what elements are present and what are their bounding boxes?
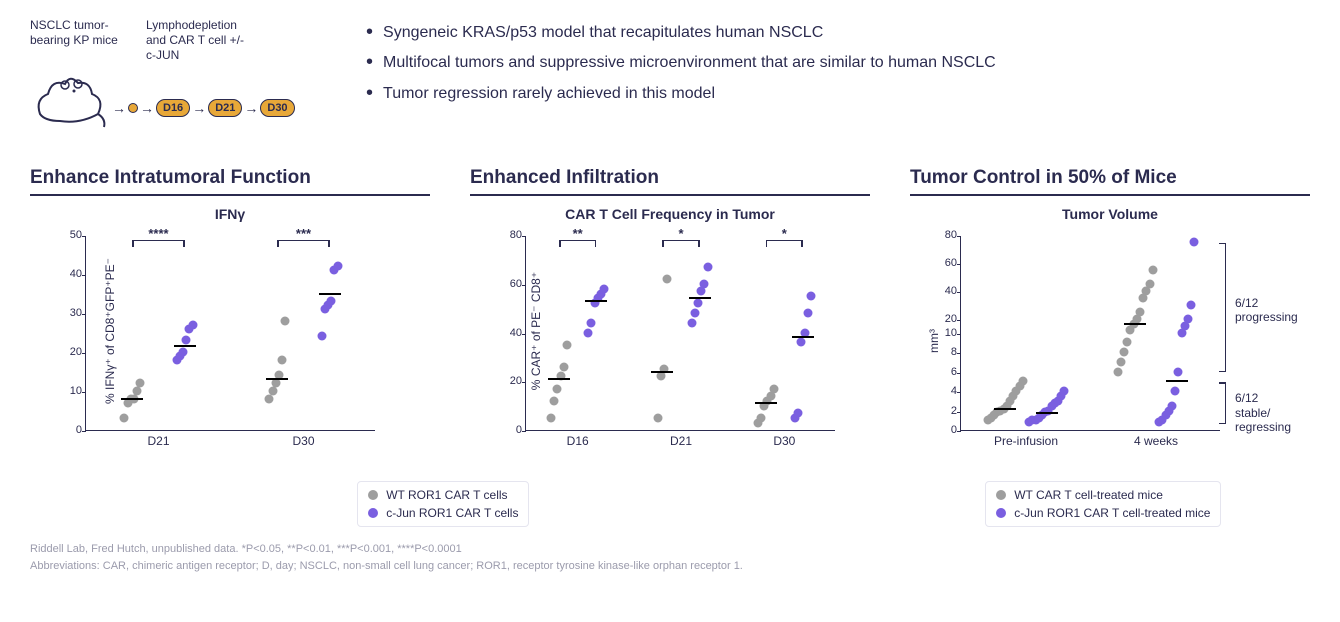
data-point	[1187, 300, 1196, 309]
data-point	[687, 318, 696, 327]
data-point	[278, 355, 287, 364]
data-point	[700, 279, 709, 288]
footnote-line: Abbreviations: CAR, chimeric antigen rec…	[30, 558, 1310, 575]
data-point	[333, 262, 342, 271]
data-point	[584, 328, 593, 337]
schematic: NSCLC tumor-bearing KP mice Lymphodeplet…	[30, 18, 330, 139]
data-point	[281, 316, 290, 325]
data-point	[690, 309, 699, 318]
data-point	[1184, 314, 1193, 323]
legend-label: c-Jun ROR1 CAR T cells	[386, 506, 518, 520]
bullet: Tumor regression rarely achieved in this…	[383, 79, 715, 109]
data-point	[327, 297, 336, 306]
data-point	[797, 338, 806, 347]
panel-title: Enhanced Infiltration	[470, 167, 870, 196]
timeline: → → D16 → D21 → D30	[110, 99, 295, 117]
day-node: D21	[208, 99, 242, 117]
data-point	[1136, 307, 1145, 316]
data-point	[268, 387, 277, 396]
panel-title: Tumor Control in 50% of Mice	[910, 167, 1310, 196]
footnote: Riddell Lab, Fred Hutch, unpublished dat…	[30, 541, 1310, 574]
data-point	[1060, 387, 1069, 396]
data-point	[1148, 265, 1157, 274]
data-point	[1120, 348, 1129, 357]
legend-label: WT CAR T cell-treated mice	[1014, 488, 1163, 502]
data-point	[769, 384, 778, 393]
data-point	[1145, 279, 1154, 288]
panel-title: Enhance Intratumoral Function	[30, 167, 430, 196]
data-point	[794, 408, 803, 417]
data-point	[756, 413, 765, 422]
chart-title: Tumor Volume	[910, 206, 1310, 222]
bullet-list: •Syngeneic KRAS/p53 model that recapitul…	[366, 18, 1310, 109]
data-point	[317, 332, 326, 341]
data-point	[1018, 377, 1027, 386]
data-point	[553, 384, 562, 393]
data-point	[179, 348, 188, 357]
data-point	[653, 413, 662, 422]
data-point	[1123, 338, 1132, 347]
data-point	[1113, 367, 1122, 376]
data-point	[182, 336, 191, 345]
data-point	[1171, 387, 1180, 396]
data-point	[547, 413, 556, 422]
legend-label: WT ROR1 CAR T cells	[386, 488, 507, 502]
data-point	[1174, 367, 1183, 376]
bullet: Syngeneic KRAS/p53 model that recapitula…	[383, 18, 823, 48]
header-row: NSCLC tumor-bearing KP mice Lymphodeplet…	[30, 18, 1310, 139]
data-point	[550, 396, 559, 405]
data-point	[1190, 237, 1199, 246]
day-node: D30	[260, 99, 294, 117]
data-point	[120, 414, 129, 423]
chart-title: IFNγ	[30, 206, 430, 222]
data-point	[265, 394, 274, 403]
legend-mice: WT CAR T cell-treated mice c-Jun ROR1 CA…	[985, 481, 1221, 527]
data-point	[803, 309, 812, 318]
legend-series: WT ROR1 CAR T cells c-Jun ROR1 CAR T cel…	[357, 481, 529, 527]
data-point	[663, 274, 672, 283]
day-node: D16	[156, 99, 190, 117]
bullet: Multifocal tumors and suppressive microe…	[383, 48, 996, 78]
legend-label: c-Jun ROR1 CAR T cell-treated mice	[1014, 506, 1210, 520]
data-point	[587, 318, 596, 327]
infusion-dot	[128, 103, 138, 113]
data-point	[703, 262, 712, 271]
panel-tumor-volume: Tumor Control in 50% of Mice Tumor Volum…	[910, 167, 1310, 461]
data-point	[133, 387, 142, 396]
data-point	[136, 379, 145, 388]
chart-title: CAR T Cell Frequency in Tumor	[470, 206, 870, 222]
panel-infiltration: Enhanced Infiltration CAR T Cell Frequen…	[470, 167, 870, 461]
footnote-line: Riddell Lab, Fred Hutch, unpublished dat…	[30, 541, 1310, 558]
data-point	[694, 299, 703, 308]
schematic-label-2: Lymphodepletion and CAR T cell +/- c-JUN	[146, 18, 254, 63]
panel-ifng: Enhance Intratumoral Function IFNγ 01020…	[30, 167, 430, 461]
data-point	[559, 362, 568, 371]
data-point	[188, 320, 197, 329]
data-point	[600, 284, 609, 293]
schematic-label-1: NSCLC tumor-bearing KP mice	[30, 18, 138, 63]
data-point	[806, 291, 815, 300]
mouse-icon	[30, 69, 110, 133]
data-point	[1116, 357, 1125, 366]
data-point	[1168, 401, 1177, 410]
data-point	[563, 340, 572, 349]
